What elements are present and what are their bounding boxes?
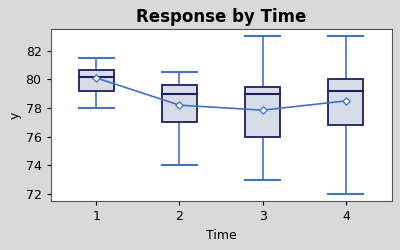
Bar [245, 86, 280, 137]
Bar [79, 70, 114, 91]
Bar [328, 80, 363, 125]
Title: Response by Time: Response by Time [136, 8, 306, 26]
Y-axis label: y: y [8, 112, 21, 119]
Point [93, 76, 100, 80]
Point [176, 103, 183, 107]
Point [343, 99, 349, 103]
X-axis label: Time: Time [206, 229, 236, 242]
Point [260, 108, 266, 112]
Bar [162, 85, 197, 122]
